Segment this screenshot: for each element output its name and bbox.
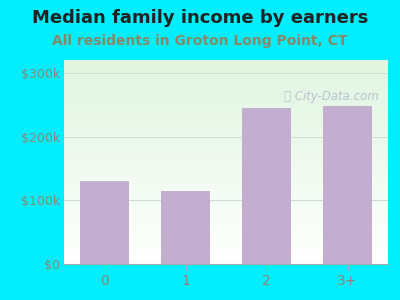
Bar	[161, 191, 210, 264]
Text: ⓘ City-Data.com: ⓘ City-Data.com	[284, 90, 379, 103]
Bar	[242, 108, 291, 264]
Text: All residents in Groton Long Point, CT: All residents in Groton Long Point, CT	[52, 34, 348, 49]
Text: Median family income by earners: Median family income by earners	[32, 9, 368, 27]
Bar	[80, 181, 129, 264]
Bar	[323, 106, 372, 264]
